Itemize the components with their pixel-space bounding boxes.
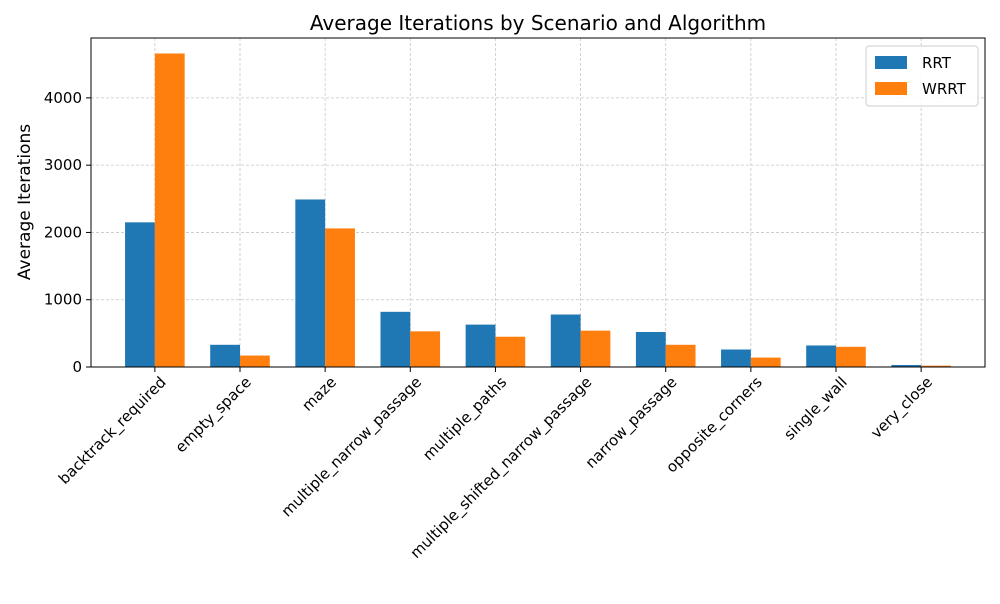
x-tick-label: opposite_corners [662,373,766,477]
bar-wrrt-narrow_passage [665,344,696,367]
bar-wrrt-empty_space [240,355,270,367]
plot-frame [90,37,986,368]
x-tick-label: backtrack_required [55,373,170,488]
bar-rrt-narrow_passage [635,332,666,367]
bar-wrrt-maze [325,228,355,367]
grid [91,38,985,368]
y-tick-label: 3000 [44,156,82,174]
bar-wrrt-multiple_paths [495,336,526,367]
legend: RRT WRRT [865,45,979,107]
y-axis-label: Average Iterations [15,124,35,280]
x-tick-label: multiple_narrow_passage [278,373,426,521]
bar-rrt-multiple_shifted_narrow_passage [550,314,581,367]
y-tick-label: 1000 [44,291,82,309]
bar-wrrt-very_close [921,365,951,367]
x-tick-label: empty_space [172,373,256,457]
bar-wrrt-single_wall [836,346,866,367]
x-tick-label: very_close [867,373,937,443]
y-axis: 0 1000 2000 3000 4000 [44,89,91,376]
bar-rrt-backtrack_required [125,222,155,367]
x-tick-label: narrow_passage [582,373,681,472]
y-tick-label: 0 [72,358,82,376]
y-tick-label: 2000 [44,223,82,241]
x-axis: backtrack_required empty_space mazemultipl… [55,367,937,563]
bar-rrt-single_wall [806,345,836,367]
bar-wrrt-multiple_shifted_narrow_passage [580,330,611,367]
legend-label-wrrt: WRRT [922,80,967,98]
legend-swatch-wrrt [875,82,907,95]
bar-wrrt-opposite_corners [750,357,781,367]
bar-rrt-multiple_paths [465,324,496,367]
legend-label-rrt: RRT [922,54,952,72]
bar-rrt-opposite_corners [721,349,751,367]
chart-title: Average Iterations by Scenario and Algor… [310,11,766,35]
legend-swatch-rrt [875,56,907,69]
bar-rrt-maze [295,199,326,367]
x-tick-label: multiple_shifted_narrow_passage [407,373,597,563]
x-tick-label: multiple_paths [419,373,511,465]
bar-wrrt-multiple_narrow_passage [410,331,441,367]
bar-wrrt-backtrack_required [154,53,185,368]
x-tick-label: maze [298,373,340,415]
bars [125,53,951,368]
x-tick-label: single_wall [780,373,851,444]
y-tick-label: 4000 [44,89,82,107]
bar-rrt-empty_space [210,344,240,367]
bar-rrt-very_close [891,364,922,367]
bar-rrt-multiple_narrow_passage [380,311,411,367]
